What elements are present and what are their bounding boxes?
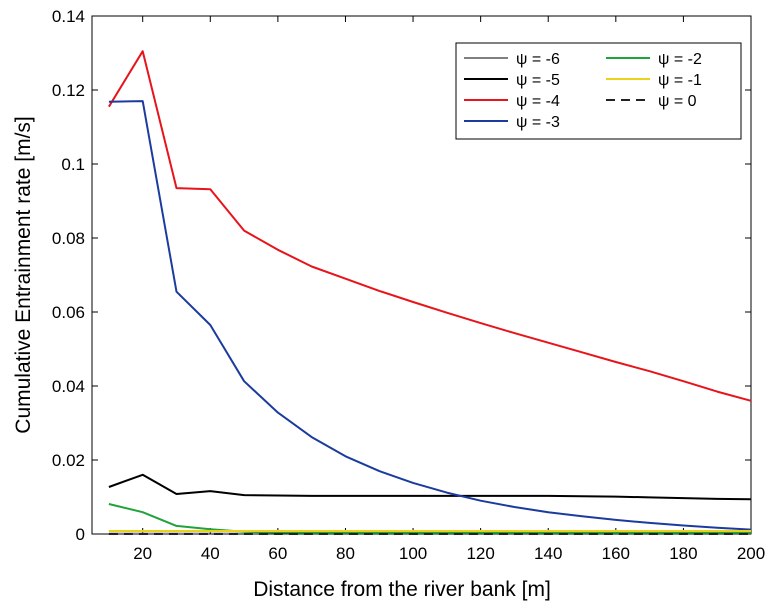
series-line-3 (108, 100, 752, 531)
x-tick-label-8: 180 (669, 544, 697, 563)
plot-frame (91, 15, 752, 535)
y-tick-label-5: 0.1 (61, 155, 85, 174)
plot-lines (108, 50, 752, 535)
x-tick-label-9: 200 (737, 544, 765, 563)
series-line-1 (108, 473, 752, 501)
x-tick-label-7: 160 (602, 544, 630, 563)
legend-label-6: ψ = 0 (658, 93, 697, 110)
y-tick-label-0: 0 (76, 525, 85, 544)
y-tick-label-4: 0.08 (52, 229, 85, 248)
legend-label-0: ψ = -6 (516, 51, 560, 68)
x-tick-label-0: 20 (133, 544, 152, 563)
legend-label-3: ψ = -3 (516, 114, 560, 131)
x-tick-label-2: 60 (268, 544, 287, 563)
legend-label-5: ψ = -1 (658, 72, 702, 89)
x-tick-label-3: 80 (336, 544, 355, 563)
x-tick-label-1: 40 (201, 544, 220, 563)
legend: ψ = -6 ψ = -5 ψ = -4 ψ = -3 ψ = -2 ψ = -1 ψ = … (455, 42, 742, 140)
x-tick-label-4: 100 (399, 544, 427, 563)
x-tick-label-5: 120 (466, 544, 494, 563)
legend-label-2: ψ = -4 (516, 93, 560, 110)
legend-label-1: ψ = -5 (516, 72, 560, 89)
y-tick-label-1: 0.02 (52, 451, 85, 470)
y-tick-label-7: 0.14 (52, 7, 85, 26)
legend-label-4: ψ = -2 (658, 51, 702, 68)
y-tick-label-6: 0.12 (52, 81, 85, 100)
x-axis-label: Distance from the river bank [m] (253, 578, 551, 601)
series-line-4 (108, 503, 751, 534)
plot-axes: 20 40 60 80 100 120 140 160 180 200 0 0.02 0.04 0.06 0… (52, 7, 765, 563)
y-axis-label: Cumulative Entrainment rate [m/s] (12, 116, 35, 433)
y-tick-label-3: 0.06 (52, 303, 85, 322)
x-tick-label-6: 140 (534, 544, 562, 563)
series-line-2 (108, 50, 752, 402)
y-tick-label-2: 0.04 (52, 377, 85, 396)
